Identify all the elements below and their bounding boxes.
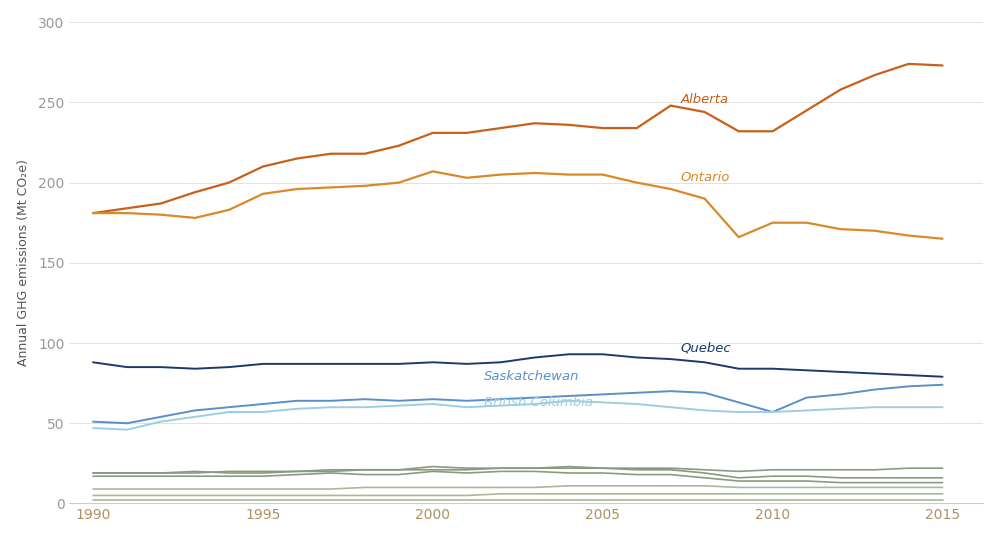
Y-axis label: Annual GHG emissions (Mt CO₂e): Annual GHG emissions (Mt CO₂e)	[17, 160, 30, 367]
Text: British Columbia: British Columbia	[484, 396, 593, 409]
Text: Saskatchewan: Saskatchewan	[484, 370, 579, 383]
Text: Alberta: Alberta	[681, 93, 729, 106]
Text: Ontario: Ontario	[681, 171, 730, 184]
Text: Quebec: Quebec	[681, 341, 732, 354]
